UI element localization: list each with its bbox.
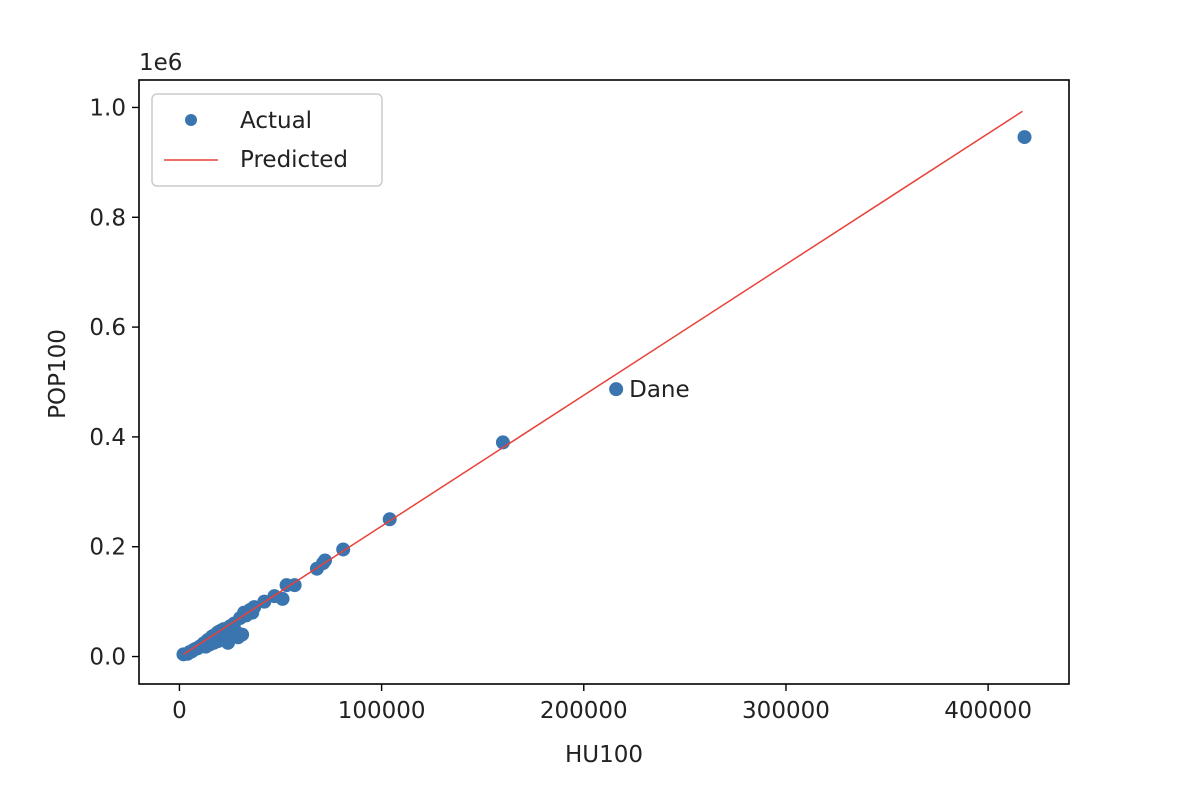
predicted-line [183, 110, 1023, 655]
x-tick-label: 100000 [338, 698, 426, 724]
plot-area: Dane [176, 110, 1032, 662]
plot-frame [138, 79, 1070, 685]
data-point-actual [235, 627, 250, 642]
x-axis-label: HU100 [565, 742, 643, 768]
legend: Actual Predicted [151, 93, 383, 187]
data-point-actual [609, 382, 624, 397]
y-tick-label: 0.2 [89, 535, 126, 561]
x-tick-label: 0 [172, 698, 187, 724]
data-point-actual [1017, 130, 1032, 145]
data-point-actual [287, 578, 302, 593]
axis-ticks: 0 100000 200000 300000 400000 0.0 0.2 0.4 0.6 0.8… [89, 95, 1032, 724]
x-tick-label: 300000 [742, 698, 830, 724]
legend-box [151, 93, 383, 187]
y-tick-label: 0.0 [89, 645, 126, 671]
y-tick-label: 0.6 [89, 315, 126, 341]
legend-label-predicted: Predicted [240, 147, 348, 173]
y-tick-label: 1.0 [89, 95, 126, 121]
y-tick-label: 0.4 [89, 425, 126, 451]
legend-marker-actual [185, 114, 197, 126]
y-offset-label: 1e6 [139, 50, 182, 76]
x-tick-label: 200000 [540, 698, 628, 724]
annotation-label: Dane [629, 377, 690, 403]
legend-label-actual: Actual [240, 108, 312, 134]
y-axis-label: POP100 [45, 329, 71, 419]
data-point-actual [318, 553, 332, 568]
y-tick-label: 0.8 [89, 205, 126, 231]
x-tick-label: 400000 [944, 698, 1032, 724]
data-point-actual [275, 591, 290, 606]
